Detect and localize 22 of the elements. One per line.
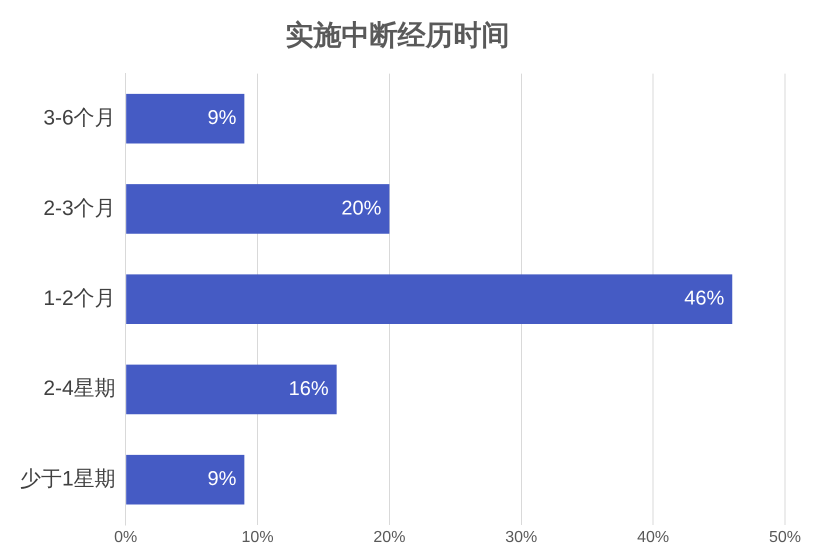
y-tick-label: 2-4星期 [43, 377, 116, 400]
x-tick-label: 40% [637, 528, 670, 546]
y-tick-label: 1-2个月 [43, 286, 116, 310]
y-tick-label: 少于1星期 [20, 467, 116, 490]
data-label: 20% [341, 197, 382, 220]
bar [126, 454, 244, 504]
data-label: 9% [207, 468, 237, 490]
bar [126, 274, 732, 324]
bar [126, 184, 390, 234]
bar [126, 364, 337, 414]
x-tick-label: 30% [505, 528, 538, 546]
data-label: 46% [684, 288, 724, 310]
x-tick-label: 50% [768, 528, 802, 546]
bar [126, 94, 244, 144]
x-tick-label: 20% [373, 528, 406, 546]
y-tick-label: 2-3个月 [43, 196, 116, 220]
data-label: 9% [207, 107, 237, 130]
x-tick-label: 0% [114, 528, 138, 546]
data-label: 16% [288, 378, 329, 400]
chart-title: 实施中断经历时间 [286, 20, 510, 51]
x-tick-label: 10% [242, 528, 274, 546]
y-tick-label: 3-6个月 [43, 106, 116, 130]
